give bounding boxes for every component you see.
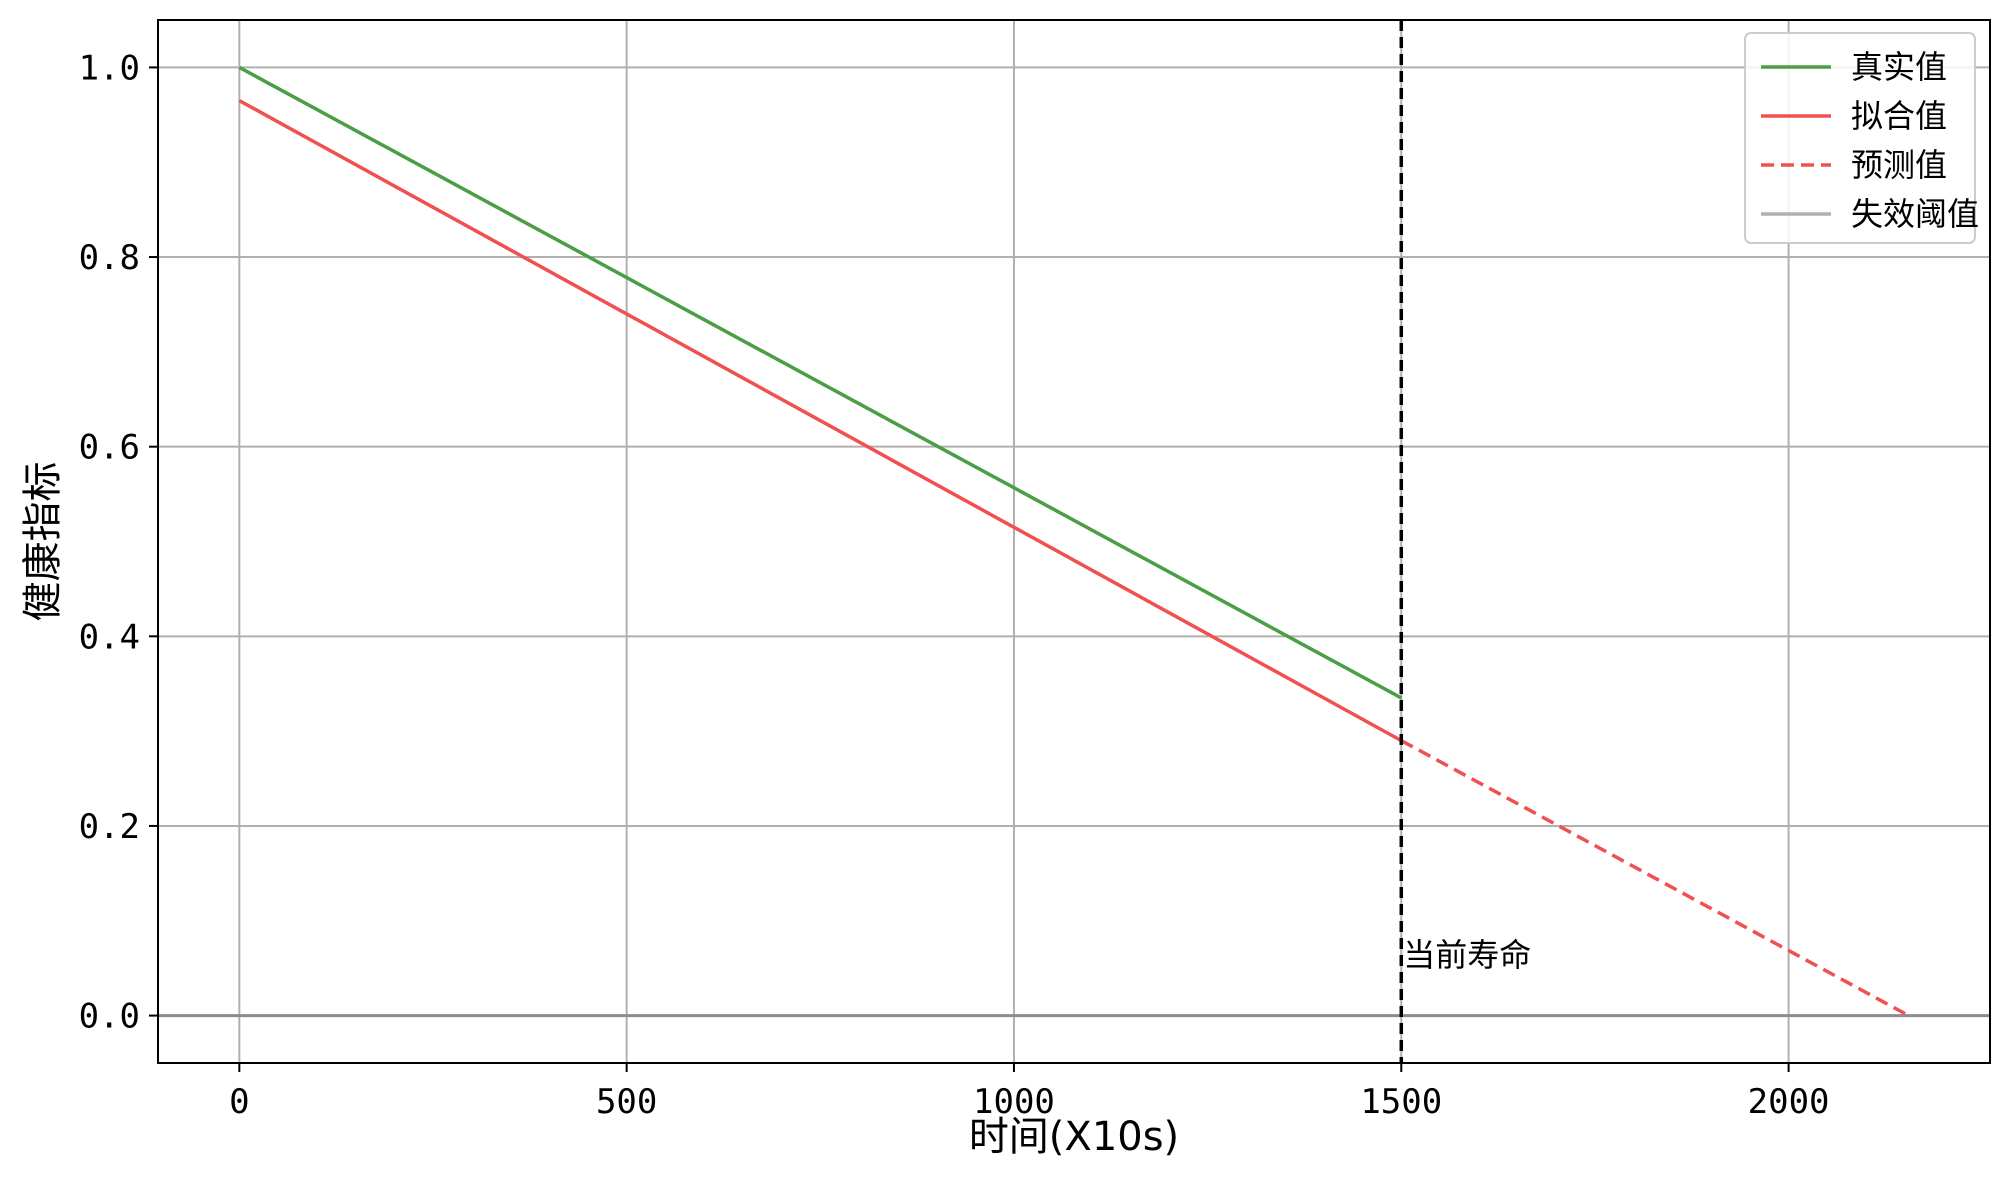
legend-label-4: 失效阈值 — [1851, 195, 1979, 233]
y-tick-label: 0.4 — [79, 617, 140, 657]
legend-label-2: 拟合值 — [1851, 97, 1947, 135]
x-tick-label: 2000 — [1748, 1082, 1830, 1122]
annotations: 当前寿命 — [1403, 936, 1531, 974]
x-tick-label: 1500 — [1360, 1082, 1442, 1122]
annotation-label: 当前寿命 — [1403, 936, 1531, 974]
y-tick-label: 0.8 — [79, 238, 140, 278]
series-line-3 — [1400, 739, 1910, 1018]
y-ticks: 0.0 0.2 0.4 0.6 0.8 1.0 — [79, 48, 158, 1037]
legend-label-3: 预测值 — [1851, 146, 1947, 184]
y-tick-label: 1.0 — [79, 48, 140, 88]
legend-label-1: 真实值 — [1851, 48, 1947, 86]
x-tick-label: 0 — [229, 1082, 249, 1122]
y-tick-label: 0.0 — [79, 997, 140, 1037]
plot-border — [157, 19, 1991, 1064]
series-line-1 — [238, 65, 1403, 700]
series-line-2 — [238, 99, 1403, 743]
x-tick-label: 500 — [596, 1082, 657, 1122]
x-ticks: 0 500 1000 1500 2000 — [229, 1063, 1830, 1122]
legend-box — [1744, 32, 1976, 244]
y-tick-label: 0.2 — [79, 807, 140, 847]
x-axis-label: 时间(X10s) — [969, 1114, 1179, 1160]
y-tick-label: 0.6 — [79, 428, 140, 468]
plot-frame — [157, 19, 1991, 1064]
x-tick-label: 1000 — [973, 1082, 1055, 1122]
y-axis-label: 健康指标 — [20, 462, 66, 622]
series-layer — [238, 65, 1910, 1018]
grid — [158, 20, 1990, 1063]
